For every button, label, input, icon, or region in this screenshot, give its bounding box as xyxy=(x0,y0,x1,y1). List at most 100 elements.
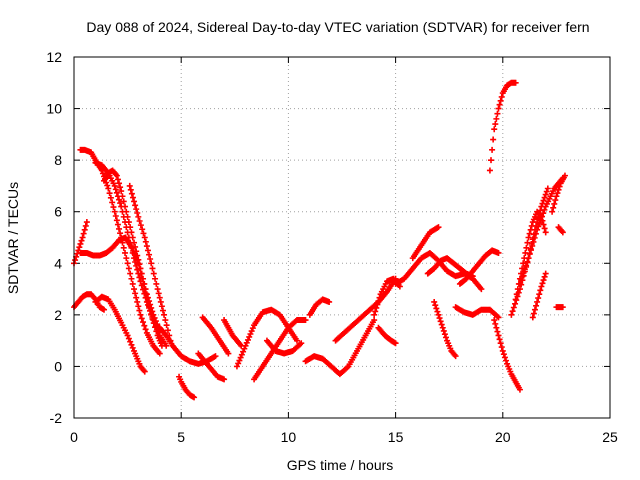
data-point xyxy=(134,210,141,217)
data-point xyxy=(433,305,440,312)
series-track-37 xyxy=(553,304,566,311)
data-point xyxy=(248,328,255,335)
data-point xyxy=(499,347,506,354)
data-point xyxy=(496,101,503,108)
data-point xyxy=(107,194,114,201)
data-point xyxy=(241,345,248,352)
data-point xyxy=(140,319,147,326)
data-point xyxy=(431,298,438,305)
data-point xyxy=(133,294,140,301)
data-point xyxy=(147,255,154,262)
data-point xyxy=(235,360,242,367)
data-point xyxy=(116,196,123,203)
data-point xyxy=(497,97,504,104)
data-point xyxy=(154,321,161,328)
data-point xyxy=(515,280,522,287)
data-point xyxy=(139,226,146,233)
series-track-22 xyxy=(375,324,399,347)
data-point xyxy=(535,295,542,302)
data-point xyxy=(135,303,142,310)
data-point xyxy=(113,172,120,179)
data-point xyxy=(518,270,525,277)
data-point xyxy=(142,238,149,245)
data-point xyxy=(519,265,526,272)
series-track-30 xyxy=(486,79,519,174)
data-point xyxy=(117,200,124,207)
data-point xyxy=(112,186,119,193)
data-point xyxy=(541,225,548,232)
data-point xyxy=(156,294,163,301)
data-point xyxy=(376,294,383,301)
data-point xyxy=(435,311,442,318)
series-track-19 xyxy=(302,317,378,378)
series-track-36 xyxy=(555,224,566,236)
data-point xyxy=(555,186,562,193)
data-point xyxy=(116,180,123,187)
data-point xyxy=(247,331,254,338)
data-point xyxy=(501,354,508,361)
data-point xyxy=(104,182,111,189)
data-point xyxy=(508,311,515,318)
data-point xyxy=(80,230,87,237)
data-point xyxy=(536,291,543,298)
data-point xyxy=(561,172,568,179)
data-point xyxy=(124,332,131,339)
data-point xyxy=(528,222,535,229)
data-point xyxy=(538,213,545,220)
data-point xyxy=(514,286,521,293)
data-point xyxy=(532,230,539,237)
data-point xyxy=(486,167,493,174)
data-point xyxy=(136,217,143,224)
tick-labels: 0 5 10 15 20 25 -2 0 2 4 6 8 10 12 xyxy=(46,49,618,445)
data-point xyxy=(242,342,249,349)
data-point xyxy=(498,93,505,100)
data-point xyxy=(78,237,85,244)
data-point xyxy=(539,217,546,224)
data-point xyxy=(131,286,138,293)
data-point xyxy=(500,351,507,358)
data-point xyxy=(478,286,485,293)
data-point xyxy=(302,317,309,324)
series-track-17 xyxy=(263,337,305,357)
data-point xyxy=(142,326,149,333)
data-point xyxy=(503,357,510,364)
data-point xyxy=(531,306,538,313)
data-point xyxy=(489,146,496,153)
data-point xyxy=(131,239,138,246)
data-point xyxy=(76,244,83,251)
data-point xyxy=(492,320,499,327)
data-point xyxy=(151,314,158,321)
data-point xyxy=(140,275,147,282)
series-track-18 xyxy=(306,296,333,318)
data-point xyxy=(541,194,548,201)
data-point xyxy=(293,337,300,344)
y-tick-label: 2 xyxy=(54,307,62,323)
data-point xyxy=(492,121,499,128)
data-point xyxy=(537,287,544,294)
data-point xyxy=(436,315,443,322)
data-point xyxy=(131,198,138,205)
data-point xyxy=(556,183,563,190)
x-tick-label: 25 xyxy=(602,429,618,445)
data-point xyxy=(237,354,244,361)
data-point xyxy=(240,348,247,355)
data-point xyxy=(521,255,528,262)
data-point xyxy=(153,280,160,287)
data-point xyxy=(122,203,129,210)
data-point xyxy=(122,249,129,256)
series-track-12 xyxy=(199,314,232,357)
data-point xyxy=(110,204,117,211)
data-point xyxy=(542,270,549,277)
data-point xyxy=(440,327,447,334)
data-point xyxy=(490,136,497,143)
data-point xyxy=(118,188,125,195)
data-point xyxy=(143,243,150,250)
data-point xyxy=(326,298,333,305)
data-point xyxy=(113,217,120,224)
data-point xyxy=(137,222,144,229)
data-point xyxy=(542,191,549,198)
data-point xyxy=(437,318,444,325)
data-point xyxy=(497,340,504,347)
data-point xyxy=(442,334,449,341)
